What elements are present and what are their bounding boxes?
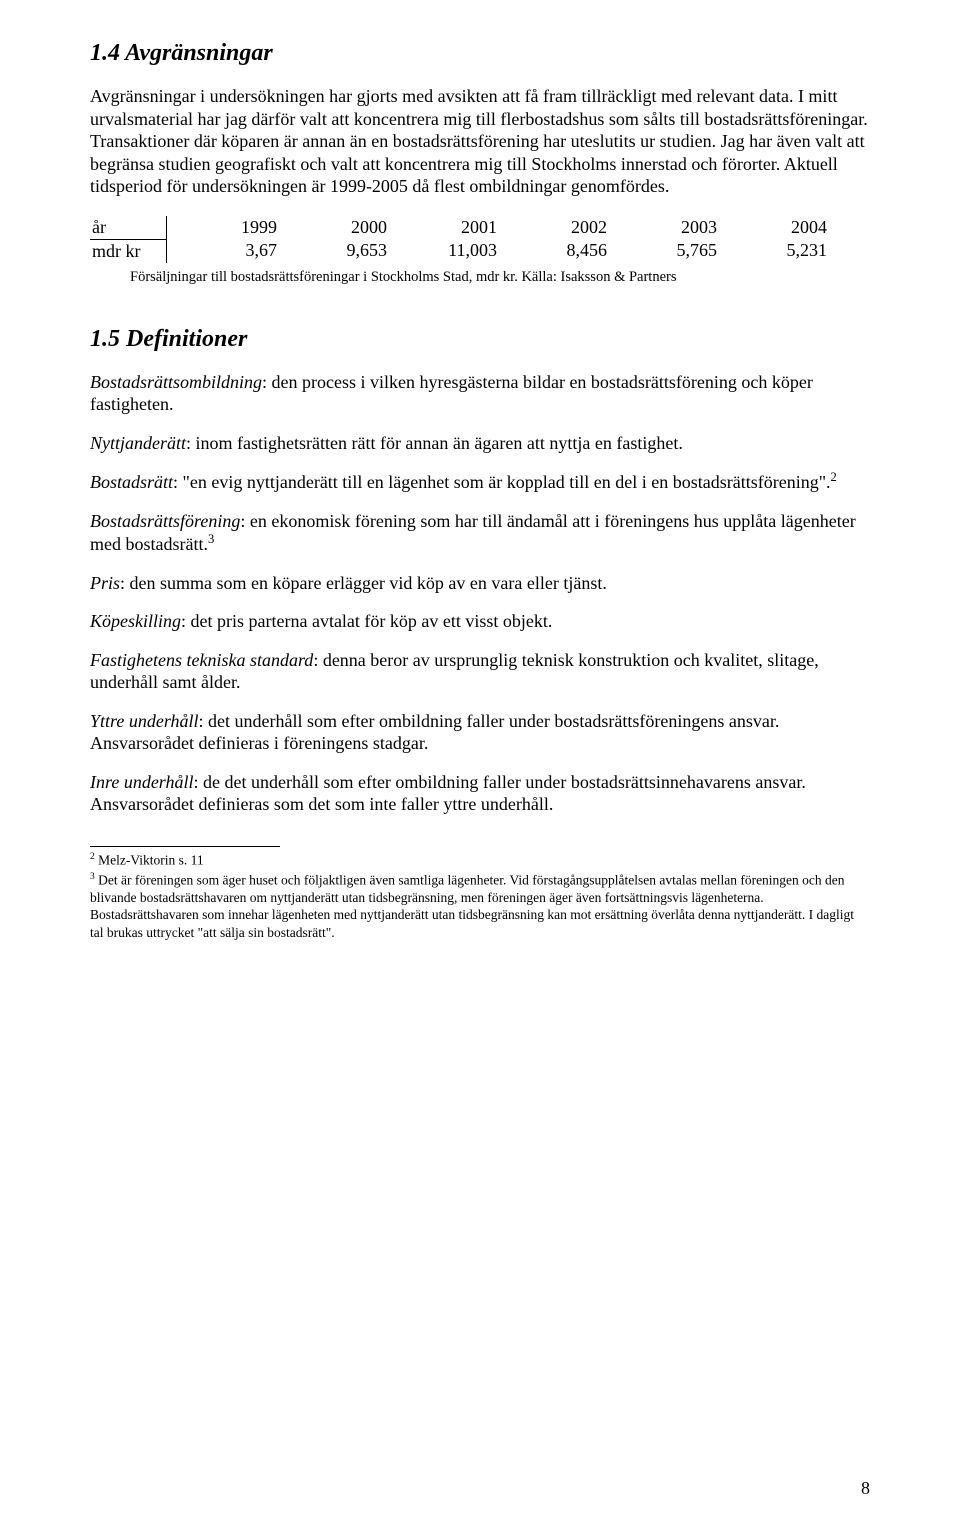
footnote: 3 Det är föreningen som äger huset och f… bbox=[90, 871, 870, 942]
footnotes: 2 Melz-Viktorin s. 11 3 Det är föreningen… bbox=[90, 851, 870, 942]
page-number: 8 bbox=[861, 1478, 870, 1499]
table-cell: 9,653 bbox=[277, 239, 387, 263]
table-cell: 2001 bbox=[387, 216, 497, 240]
definition-item: Fastighetens tekniska standard: denna be… bbox=[90, 649, 870, 694]
definition-term: Bostadsrättsförening bbox=[90, 511, 240, 531]
table-row-label: mdr kr bbox=[90, 239, 167, 263]
definition-item: Köpeskilling: det pris parterna avtalat … bbox=[90, 610, 870, 633]
definition-item: Yttre underhåll: det underhåll som efter… bbox=[90, 710, 870, 755]
definition-term: Fastighetens tekniska standard bbox=[90, 650, 313, 670]
document-page: 1.4 Avgränsningar Avgränsningar i unders… bbox=[0, 0, 960, 1519]
definition-term: Inre underhåll bbox=[90, 772, 194, 792]
definition-term: Köpeskilling bbox=[90, 611, 181, 631]
definition-term: Pris bbox=[90, 573, 120, 593]
table-cell: 2002 bbox=[497, 216, 607, 240]
definition-item: Bostadsrätt: "en evig nyttjanderätt till… bbox=[90, 470, 870, 494]
table-cell: 1999 bbox=[167, 216, 278, 240]
definition-term: Bostadsrättsombildning bbox=[90, 372, 262, 392]
table-cell: 2000 bbox=[277, 216, 387, 240]
definition-item: Bostadsrättsförening: en ekonomisk fören… bbox=[90, 510, 870, 556]
table-cell: 3,67 bbox=[167, 239, 278, 263]
table-row-label: år bbox=[90, 216, 167, 240]
table-cell: 11,003 bbox=[387, 239, 497, 263]
definition-term: Nyttjanderätt bbox=[90, 433, 186, 453]
table-row: mdr kr 3,67 9,653 11,003 8,456 5,765 5,2… bbox=[90, 239, 827, 263]
table-cell: 2004 bbox=[717, 216, 827, 240]
definition-item: Pris: den summa som en köpare erlägger v… bbox=[90, 572, 870, 595]
table-cell: 5,231 bbox=[717, 239, 827, 263]
footnote-separator bbox=[90, 846, 280, 847]
definition-item: Inre underhåll: de det underhåll som eft… bbox=[90, 771, 870, 816]
definition-text: : inom fastighetsrätten rätt för annan ä… bbox=[186, 433, 683, 453]
definition-item: Nyttjanderätt: inom fastighetsrätten rät… bbox=[90, 432, 870, 455]
definition-term: Yttre underhåll bbox=[90, 711, 199, 731]
definition-item: Bostadsrättsombildning: den process i vi… bbox=[90, 371, 870, 416]
table-row: år 1999 2000 2001 2002 2003 2004 bbox=[90, 216, 827, 240]
sales-table: år 1999 2000 2001 2002 2003 2004 mdr kr … bbox=[90, 216, 827, 263]
footnote-text: Det är föreningen som äger huset och föl… bbox=[90, 872, 854, 940]
table-cell: 2003 bbox=[607, 216, 717, 240]
section-1-4-heading: 1.4 Avgränsningar bbox=[90, 40, 870, 67]
definition-text: : de det underhåll som efter ombildning … bbox=[90, 772, 806, 815]
footnote-text: Melz-Viktorin s. 11 bbox=[95, 852, 204, 867]
table-caption: Försäljningar till bostadsrättsföreninga… bbox=[130, 269, 870, 286]
footnote: 2 Melz-Viktorin s. 11 bbox=[90, 851, 870, 869]
definition-text: : den summa som en köpare erlägger vid k… bbox=[120, 573, 607, 593]
section-1-5-heading: 1.5 Definitioner bbox=[90, 326, 870, 353]
table-cell: 5,765 bbox=[607, 239, 717, 263]
definition-text: : det pris parterna avtalat för köp av e… bbox=[181, 611, 552, 631]
footnote-ref: 3 bbox=[208, 532, 214, 546]
definitions-list: Bostadsrättsombildning: den process i vi… bbox=[90, 371, 870, 816]
definition-term: Bostadsrätt bbox=[90, 472, 173, 492]
definition-text: : "en evig nyttjanderätt till en lägenhe… bbox=[173, 472, 831, 492]
table-cell: 8,456 bbox=[497, 239, 607, 263]
section-1-4-paragraph: Avgränsningar i undersökningen har gjort… bbox=[90, 85, 870, 198]
footnote-ref: 2 bbox=[831, 470, 837, 484]
